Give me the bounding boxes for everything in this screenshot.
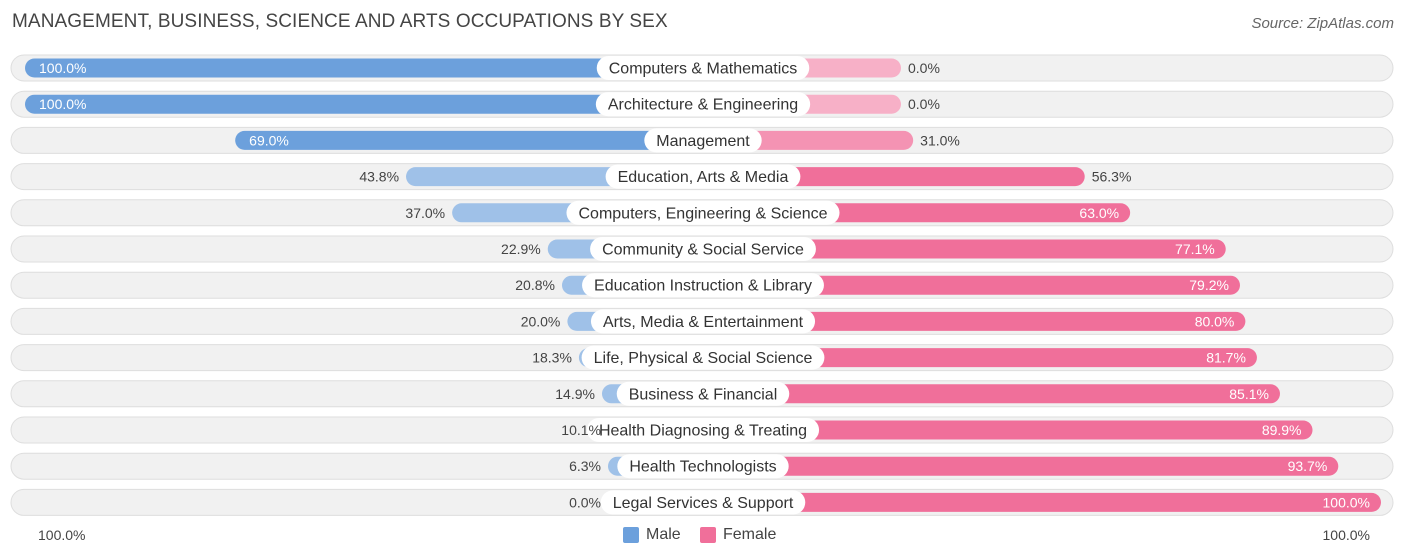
bar-female-health-technologists xyxy=(703,456,1339,476)
category-pill-computers-engineering-science xyxy=(566,200,840,225)
chart-title: MANAGEMENT, BUSINESS, SCIENCE AND ARTS O… xyxy=(12,11,668,32)
legend-label-male: Male xyxy=(646,526,681,543)
category-pill-education-instruction-library xyxy=(582,273,824,298)
bar-female-arts-media-entertainment xyxy=(703,311,1246,331)
bar-female-education-instruction-library xyxy=(703,275,1240,295)
value-label-male-computers-mathematics: 100.0% xyxy=(39,60,86,76)
bar-male-architecture-engineering xyxy=(25,94,703,114)
value-label-male-business-financial: 14.9% xyxy=(555,386,595,402)
category-label-arts-media-entertainment: Arts, Media & Entertainment xyxy=(603,314,804,331)
legend: Male Female xyxy=(0,524,1406,546)
bar-chart: Computers & Mathematics 100.0% 0.0% Archite… xyxy=(10,54,1394,516)
value-label-female-management: 31.0% xyxy=(920,132,960,148)
value-label-female-arts-media-entertainment: 80.0% xyxy=(1195,313,1235,329)
value-label-female-education-instruction-library: 79.2% xyxy=(1189,277,1229,293)
value-label-male-life-physical-social-science: 18.3% xyxy=(532,350,572,366)
axis-left-label: 100.0% xyxy=(38,527,86,543)
legend-item-female: Female xyxy=(700,526,776,544)
value-label-female-computers-mathematics: 0.0% xyxy=(908,60,940,76)
value-label-male-health-technologists: 6.3% xyxy=(569,458,601,474)
category-pill-management xyxy=(644,128,762,153)
value-label-male-computers-engineering-science: 37.0% xyxy=(405,205,445,221)
category-label-health-diagnosing-treating: Health Diagnosing & Treating xyxy=(599,423,807,440)
category-pill-education-arts-media xyxy=(605,164,801,189)
value-label-female-architecture-engineering: 0.0% xyxy=(908,96,940,112)
category-label-health-technologists: Health Technologists xyxy=(629,459,776,476)
value-label-female-education-arts-media: 56.3% xyxy=(1092,169,1132,185)
value-label-female-life-physical-social-science: 81.7% xyxy=(1206,350,1246,366)
category-pill-health-diagnosing-treating xyxy=(586,418,820,442)
category-label-legal-services-support: Legal Services & Support xyxy=(613,495,794,512)
legend-swatch-female xyxy=(700,527,716,543)
value-label-female-community-social-service: 77.1% xyxy=(1175,241,1215,257)
value-label-female-health-technologists: 93.7% xyxy=(1288,458,1328,474)
axis-right-label: 100.0% xyxy=(1322,527,1370,543)
bar-female-business-financial xyxy=(703,384,1280,404)
bar-female-legal-services-support xyxy=(703,492,1381,512)
bar-female-community-social-service xyxy=(703,239,1226,259)
value-label-male-education-arts-media: 43.8% xyxy=(359,169,399,185)
value-label-female-business-financial: 85.1% xyxy=(1229,386,1269,402)
value-label-male-management: 69.0% xyxy=(249,132,289,148)
value-label-female-health-diagnosing-treating: 89.9% xyxy=(1262,422,1302,438)
category-pill-arts-media-entertainment xyxy=(590,309,816,334)
value-label-male-education-instruction-library: 20.8% xyxy=(515,277,555,293)
category-pill-computers-mathematics xyxy=(596,56,810,80)
category-label-management: Management xyxy=(656,133,750,150)
category-label-computers-engineering-science: Computers, Engineering & Science xyxy=(578,205,827,222)
category-pill-legal-services-support xyxy=(600,490,806,515)
category-label-life-physical-social-science: Life, Physical & Social Science xyxy=(594,350,813,367)
value-label-male-community-social-service: 22.9% xyxy=(501,241,541,257)
value-label-male-legal-services-support: 0.0% xyxy=(569,494,601,510)
value-label-female-computers-engineering-science: 63.0% xyxy=(1079,205,1119,221)
value-label-female-legal-services-support: 100.0% xyxy=(1323,494,1370,510)
legend-item-male: Male xyxy=(623,526,681,544)
legend-label-female: Female xyxy=(723,526,777,543)
category-label-education-instruction-library: Education Instruction & Library xyxy=(594,278,812,295)
value-label-male-architecture-engineering: 100.0% xyxy=(39,96,86,112)
legend-swatch-male xyxy=(623,527,639,543)
category-label-business-financial: Business & Financial xyxy=(629,386,778,403)
category-label-education-arts-media: Education, Arts & Media xyxy=(618,169,789,186)
bar-female-life-physical-social-science xyxy=(703,348,1257,368)
category-pill-health-technologists xyxy=(617,454,789,479)
category-label-community-social-service: Community & Social Service xyxy=(602,242,804,259)
category-pill-architecture-engineering xyxy=(595,92,811,117)
bar-male-computers-mathematics xyxy=(25,58,703,78)
bar-female-health-diagnosing-treating xyxy=(703,420,1313,440)
category-pill-life-physical-social-science xyxy=(581,345,825,370)
value-label-male-arts-media-entertainment: 20.0% xyxy=(521,313,561,329)
category-label-architecture-engineering: Architecture & Engineering xyxy=(608,97,798,114)
source-note: Source: ZipAtlas.com xyxy=(1251,15,1394,32)
category-pill-community-social-service xyxy=(590,237,816,261)
bar-male-management xyxy=(235,130,703,150)
category-pill-business-financial xyxy=(616,381,790,406)
value-label-male-health-diagnosing-treating: 10.1% xyxy=(561,422,601,438)
category-label-computers-mathematics: Computers & Mathematics xyxy=(609,61,798,78)
